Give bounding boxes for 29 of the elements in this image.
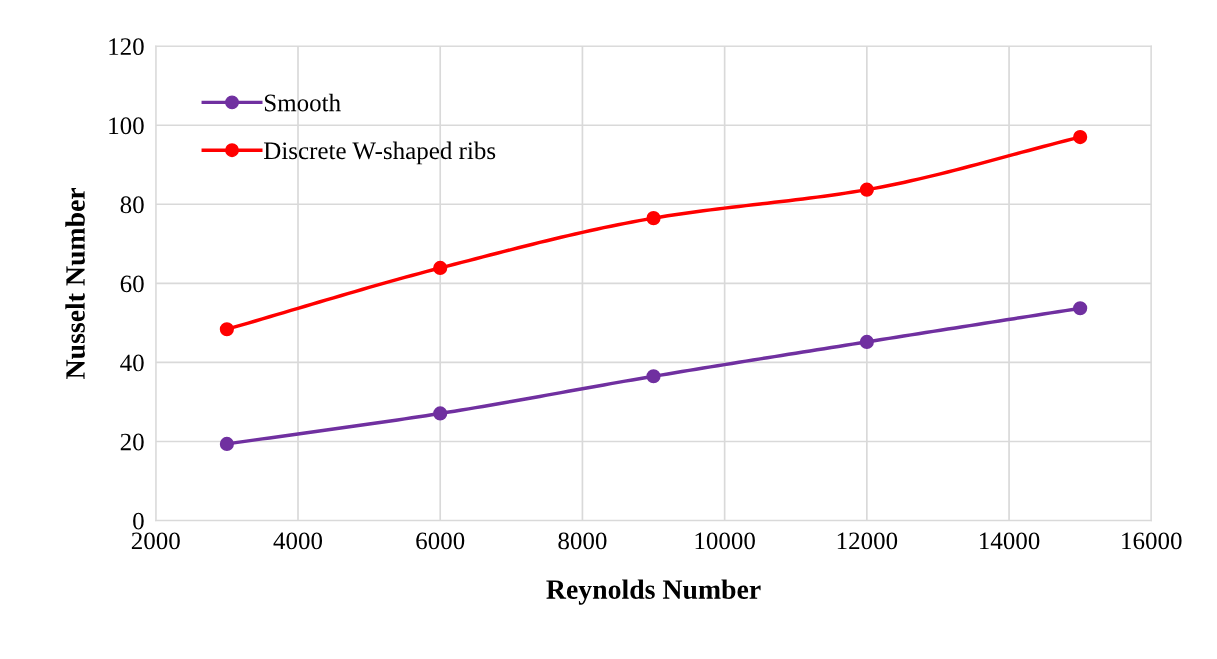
point bbox=[1073, 129, 1088, 145]
x-tick-label: 10000 bbox=[695, 532, 755, 550]
y-tick-label: 0 bbox=[133, 512, 144, 530]
x-tick-label: 4000 bbox=[273, 532, 323, 550]
point bbox=[859, 182, 874, 197]
point bbox=[219, 436, 234, 451]
x-tick-label: 2000 bbox=[131, 532, 180, 550]
y-tick-label: 100 bbox=[109, 117, 144, 135]
point bbox=[433, 406, 448, 421]
point bbox=[646, 211, 661, 226]
y-tick-label: 80 bbox=[120, 196, 144, 214]
legend-label: Smooth bbox=[264, 93, 341, 112]
x-tick-label: 8000 bbox=[558, 532, 607, 550]
x-tick-label: 14000 bbox=[980, 532, 1040, 550]
x-tick-label: 12000 bbox=[837, 532, 898, 550]
point bbox=[859, 334, 874, 349]
point bbox=[1073, 301, 1088, 316]
y-tick-label: 20 bbox=[120, 433, 144, 451]
point bbox=[646, 369, 661, 384]
x-tick-label: 16000 bbox=[1122, 532, 1182, 550]
y-tick-label: 40 bbox=[120, 354, 144, 372]
point bbox=[433, 260, 448, 276]
x-tick-label: 6000 bbox=[416, 532, 465, 550]
legend-label: Discrete W-shaped ribs bbox=[263, 141, 496, 165]
y-tick-label: 60 bbox=[120, 275, 144, 293]
point bbox=[219, 322, 234, 337]
y-tick-label: 120 bbox=[109, 38, 144, 56]
x-axis-title: Reynolds Number bbox=[546, 579, 761, 605]
y-axis-title: Nusselt Number bbox=[65, 187, 85, 379]
